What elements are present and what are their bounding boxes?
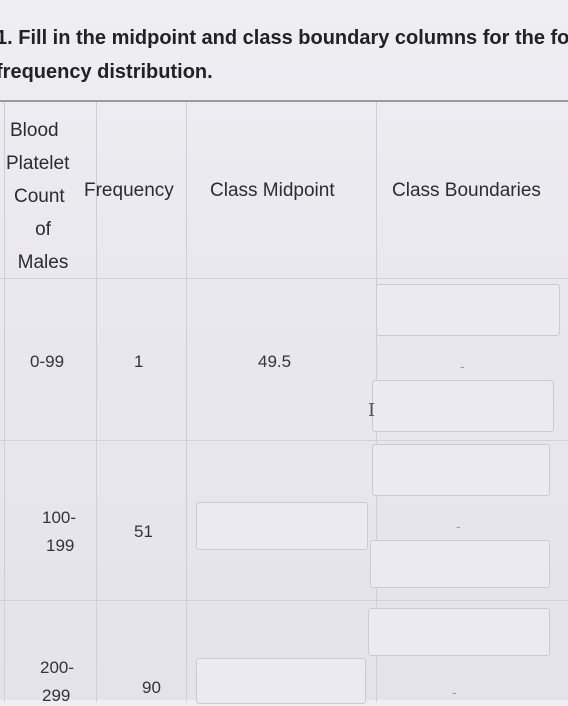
row-divider xyxy=(0,278,568,279)
header-frequency: Frequency xyxy=(84,180,174,201)
frequency-cell: 51 xyxy=(134,522,153,541)
class-cell-line: 100- xyxy=(42,508,77,527)
question-line-1: 1. Fill in the midpoint and class bounda… xyxy=(0,27,568,49)
upper-boundary-input[interactable] xyxy=(370,540,550,588)
header-class-midpoint: Class Midpoint xyxy=(210,180,335,201)
column-divider xyxy=(186,102,187,702)
boundary-separator: - xyxy=(460,358,465,374)
header-line: of xyxy=(35,219,51,240)
midpoint-input[interactable] xyxy=(196,502,368,550)
lower-boundary-input[interactable] xyxy=(368,608,550,656)
lower-boundary-input[interactable] xyxy=(372,444,550,496)
header-class-boundaries: Class Boundaries xyxy=(392,180,541,201)
boundary-separator: - xyxy=(456,518,461,534)
class-cell: 0-99 xyxy=(30,352,65,371)
column-divider xyxy=(4,102,5,702)
frequency-cell: 90 xyxy=(142,678,161,697)
text-cursor-icon: I xyxy=(368,400,376,421)
class-cell-line: 299 xyxy=(42,686,71,705)
upper-boundary-input[interactable] xyxy=(372,380,554,432)
header-line: Platelet xyxy=(6,153,70,174)
header-blood-platelet-count: Blood Platelet Count of Males xyxy=(4,114,82,279)
midpoint-input[interactable] xyxy=(196,658,366,704)
midpoint-value: 49.5 xyxy=(258,352,292,371)
question-line-2: frequency distribution. xyxy=(0,61,213,83)
column-divider xyxy=(96,102,97,702)
boundary-separator: - xyxy=(452,684,457,700)
header-line: Count xyxy=(14,186,65,207)
frequency-cell: 1 xyxy=(134,352,144,371)
frequency-table: Blood Platelet Count of Males Frequency … xyxy=(0,100,568,705)
header-line: Males xyxy=(17,252,69,273)
header-line: Blood xyxy=(10,120,59,141)
class-cell-line: 200- xyxy=(40,658,75,677)
class-cell-line: 199 xyxy=(46,536,75,555)
lower-boundary-input[interactable] xyxy=(376,284,560,336)
row-divider xyxy=(0,600,568,601)
row-divider xyxy=(0,440,568,441)
